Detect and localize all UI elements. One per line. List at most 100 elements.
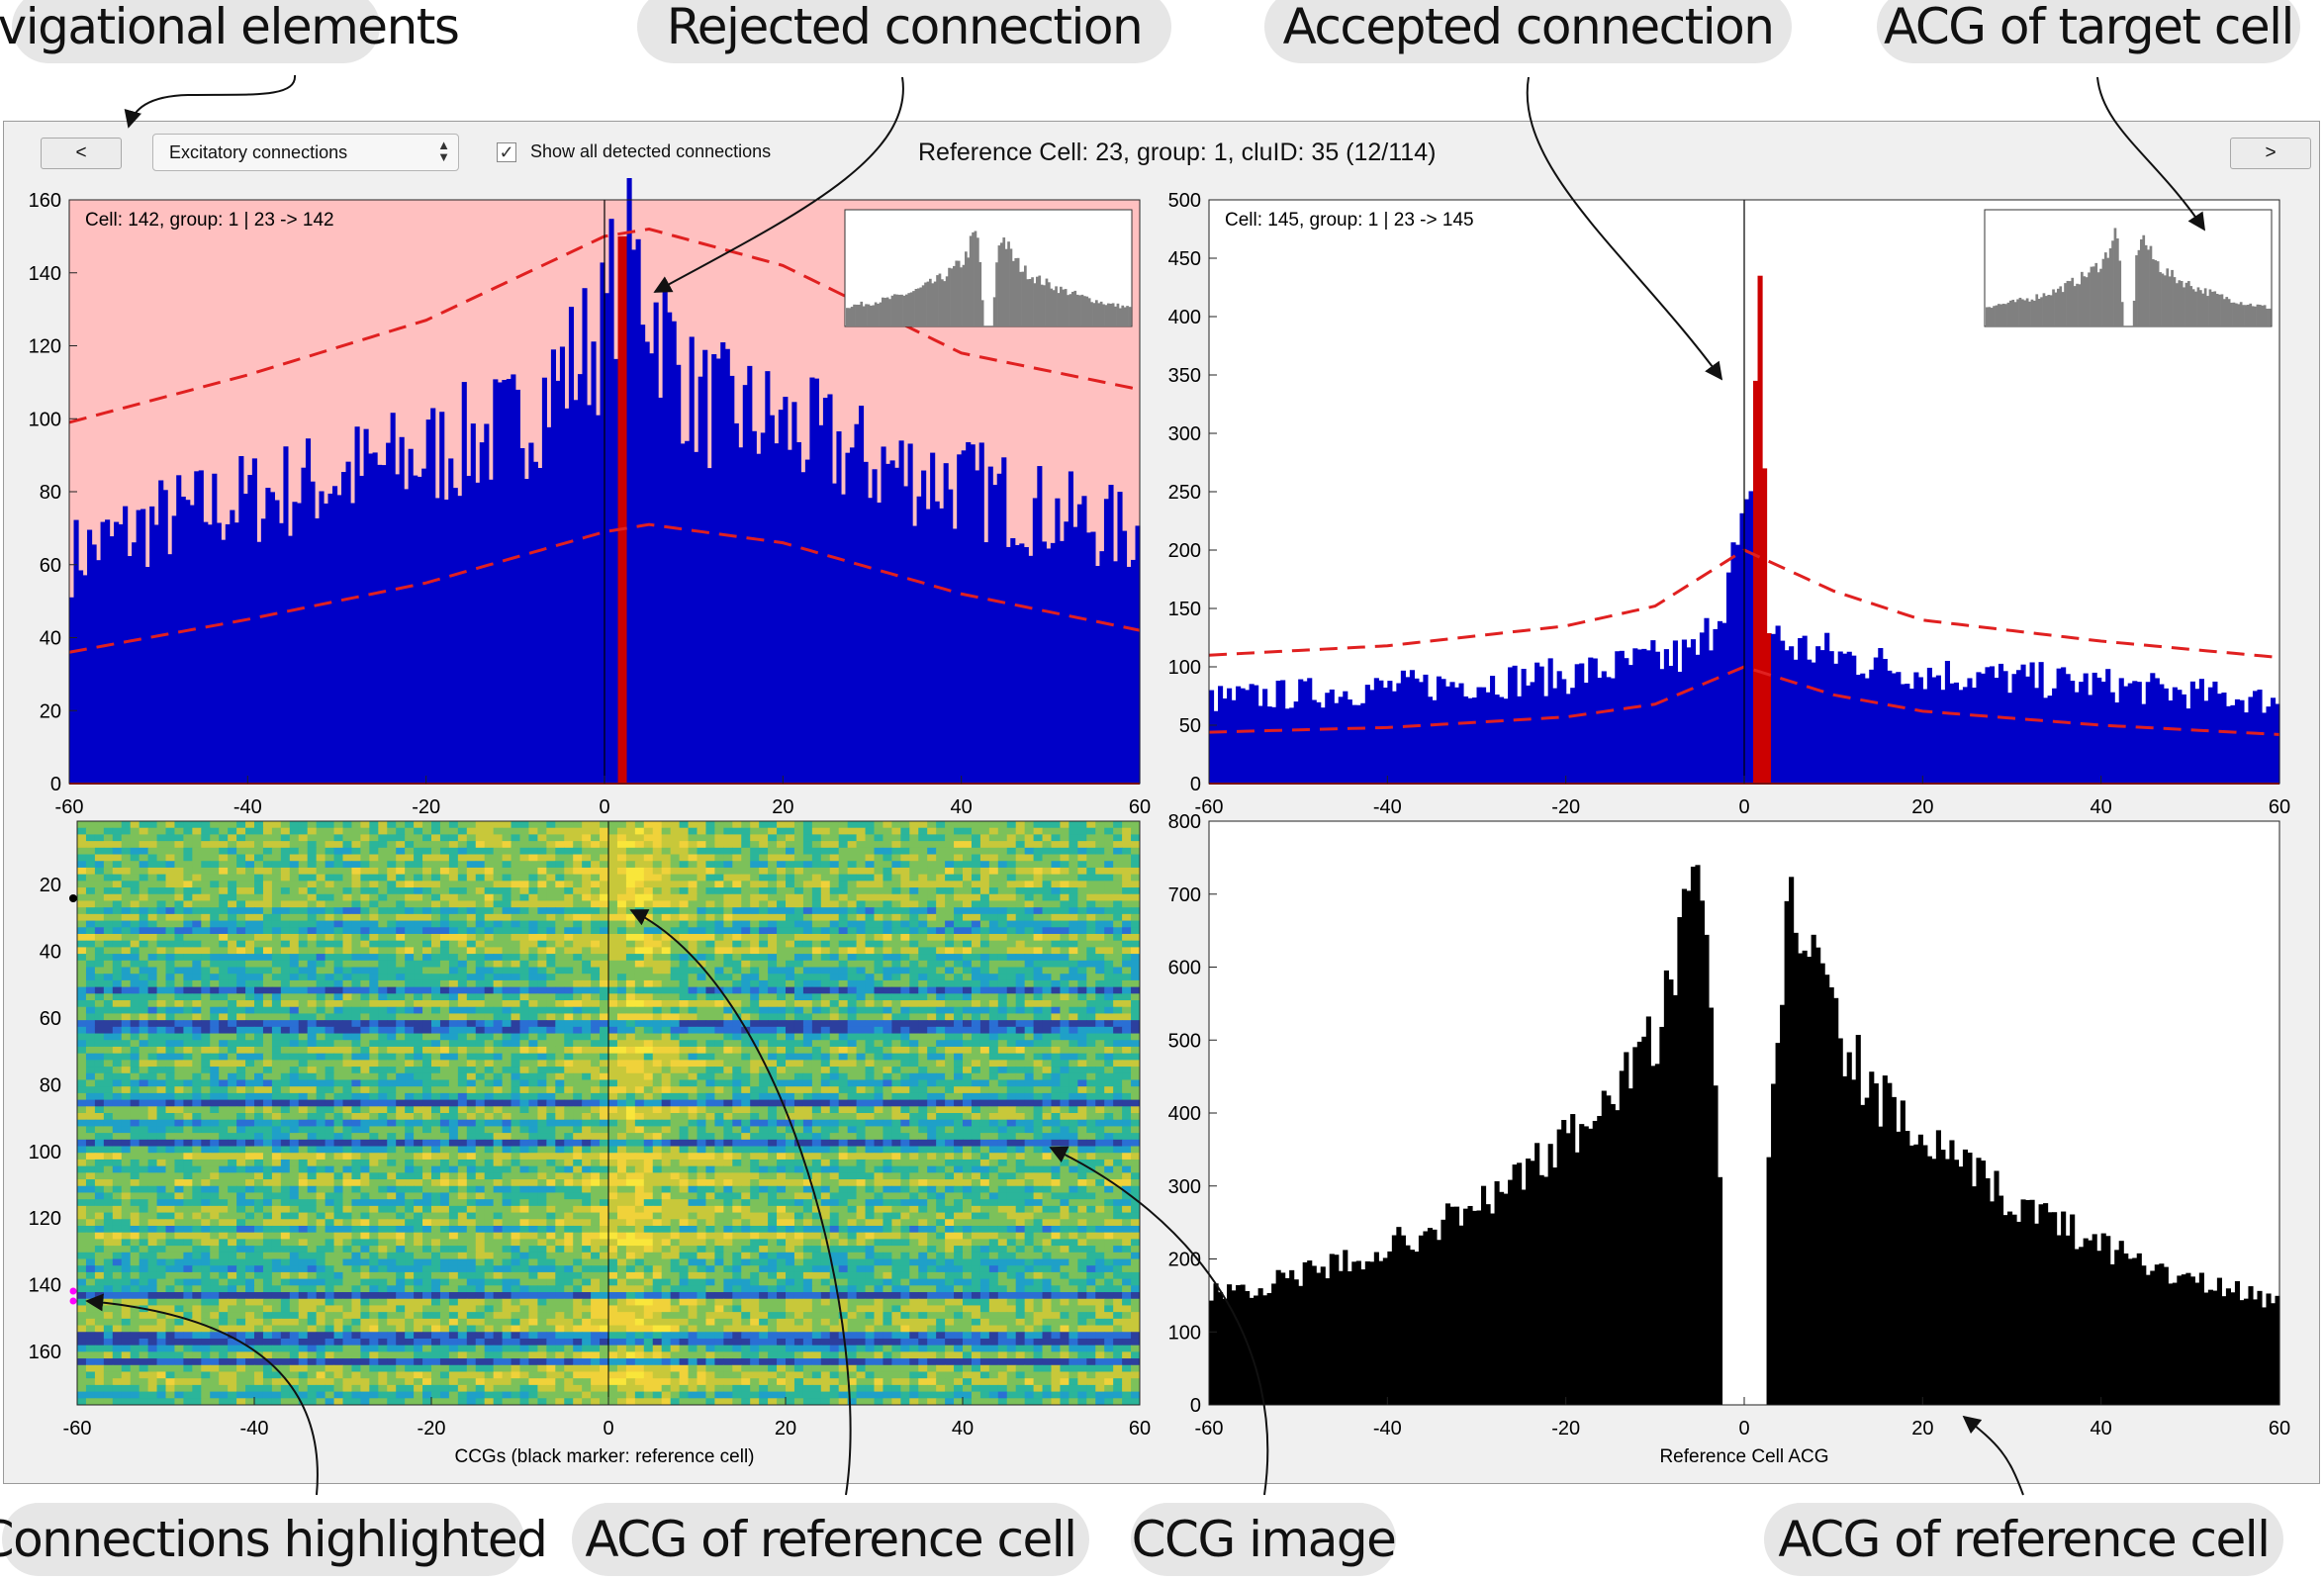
connection-type-dropdown[interactable]: Excitatory connections ▲ ▼ xyxy=(152,134,459,171)
heatmap-cell xyxy=(1104,986,1114,994)
heatmap-cell xyxy=(422,913,432,922)
heatmap-cell xyxy=(245,1013,255,1021)
heatmap-cell xyxy=(192,887,202,895)
heatmap-cell xyxy=(564,974,574,981)
heatmap-cell xyxy=(705,907,715,915)
heatmap-cell xyxy=(1006,986,1017,994)
inset-bar xyxy=(2033,300,2036,326)
previous-button[interactable]: < xyxy=(41,138,122,169)
heatmap-cell xyxy=(652,1020,663,1028)
ccg-accepted-panel[interactable]: Cell: 145, group: 1 | 23 -> 145 -60 -40 -2… xyxy=(1167,178,2324,821)
heatmap-cell xyxy=(519,1026,529,1035)
heatmap-cell xyxy=(174,947,184,955)
heatmap-cell xyxy=(786,1026,795,1035)
show-all-connections-checkbox[interactable]: ✓ xyxy=(497,142,516,162)
heatmap-cell xyxy=(378,920,388,928)
heatmap-cell xyxy=(378,1013,388,1021)
heatmap-cell xyxy=(1077,1026,1087,1035)
heatmap-cell xyxy=(786,979,795,988)
heatmap-cell xyxy=(201,1013,211,1021)
heatmap-cell xyxy=(874,907,883,915)
heatmap-cell xyxy=(705,867,715,876)
heatmap-cell xyxy=(829,907,840,915)
heatmap-cell xyxy=(936,986,946,994)
heatmap-cell xyxy=(210,940,220,948)
heatmap-cell xyxy=(1095,841,1105,849)
heatmap-cell xyxy=(139,960,149,968)
heatmap-cell xyxy=(165,1033,175,1041)
heatmap-cell xyxy=(254,1040,264,1048)
heatmap-cell xyxy=(156,993,166,1001)
heatmap-cell xyxy=(519,979,529,988)
heatmap-cell xyxy=(979,861,990,869)
heatmap-cell xyxy=(422,821,432,829)
heatmap-cell xyxy=(865,907,875,915)
heatmap-cell xyxy=(865,1020,875,1028)
inset-bar xyxy=(1999,304,2003,326)
heatmap-cell xyxy=(997,927,1008,935)
heatmap-cell xyxy=(457,861,468,869)
heatmap-cell xyxy=(616,933,627,942)
ccg-bar xyxy=(1802,635,1808,784)
ccg-bar xyxy=(1824,632,1830,784)
ccg-bar xyxy=(1681,639,1687,784)
heatmap-cell xyxy=(679,867,690,876)
ccg-bar xyxy=(1860,673,1866,784)
heatmap-cell xyxy=(909,967,919,975)
heatmap-cell xyxy=(847,933,858,942)
heatmap-cell xyxy=(112,933,123,942)
ccg-bar xyxy=(1592,658,1598,784)
next-button[interactable]: > xyxy=(2230,138,2311,169)
heatmap-cell xyxy=(121,947,132,955)
ccg-bar xyxy=(1076,504,1082,784)
heatmap-cell xyxy=(414,947,423,955)
heatmap-cell xyxy=(1024,1013,1035,1021)
heatmap-cell xyxy=(466,821,477,829)
heatmap-cell xyxy=(537,993,547,1001)
ccg-bar xyxy=(363,428,369,784)
heatmap-cell xyxy=(103,940,114,948)
heatmap-cell xyxy=(608,933,618,942)
ccg-bar xyxy=(653,302,659,784)
heatmap-cell xyxy=(130,947,140,955)
heatmap-cell xyxy=(891,979,901,988)
heatmap-cell xyxy=(183,960,193,968)
heatmap-cell xyxy=(121,974,132,981)
heatmap-cell xyxy=(838,881,849,888)
heatmap-cell xyxy=(909,913,919,922)
heatmap-cell xyxy=(280,1026,291,1035)
heatmap-cell xyxy=(564,1046,574,1055)
ccg-bar xyxy=(2207,687,2213,784)
heatmap-cell xyxy=(448,861,459,869)
heatmap-cell xyxy=(900,887,910,895)
inset-bar xyxy=(893,294,896,326)
heatmap-cell xyxy=(228,841,237,849)
heatmap-cell xyxy=(582,907,592,915)
heatmap-cell xyxy=(219,993,229,1001)
heatmap-cell xyxy=(147,1053,158,1061)
heatmap-cell xyxy=(643,967,654,975)
heatmap-cell xyxy=(954,841,964,849)
ccg-bar xyxy=(319,491,325,784)
heatmap-cell xyxy=(891,960,901,968)
heatmap-cell xyxy=(847,967,858,975)
heatmap-cell xyxy=(1051,947,1061,955)
heatmap-cell xyxy=(165,954,175,962)
heatmap-cell xyxy=(333,1013,343,1021)
heatmap-cell xyxy=(201,841,211,849)
heatmap-cell xyxy=(439,907,450,915)
heatmap-cell xyxy=(936,979,946,988)
heatmap-cell xyxy=(1006,979,1017,988)
heatmap-cell xyxy=(271,1000,282,1008)
heatmap-cell xyxy=(475,927,486,935)
ccg-rejected-panel[interactable]: Cell: 142, group: 1 | 23 -> 142 -60 -40 -2… xyxy=(0,178,1167,821)
y-tick-label: 100 xyxy=(1168,657,1201,679)
heatmap-cell xyxy=(1042,927,1052,935)
heatmap-cell xyxy=(741,827,751,835)
heatmap-cell xyxy=(768,907,778,915)
heatmap-cell xyxy=(165,979,175,988)
heatmap-cell xyxy=(723,1033,733,1041)
ccg-bar xyxy=(390,413,396,784)
heatmap-cell xyxy=(573,881,583,888)
